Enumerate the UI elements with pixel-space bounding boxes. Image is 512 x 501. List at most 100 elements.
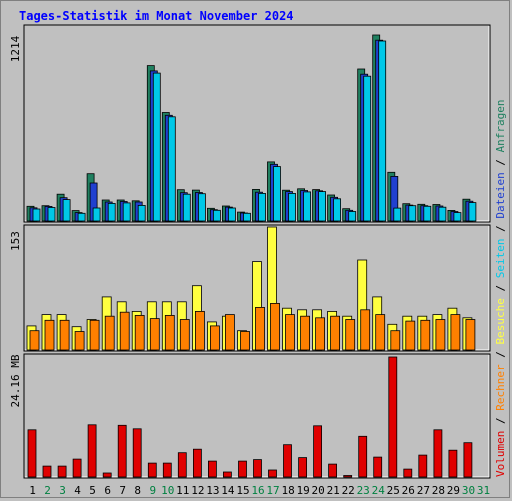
x-tick-day-8: 8	[134, 484, 141, 497]
x-tick-day-23: 23	[357, 484, 370, 497]
bar-rechner-day-4	[74, 331, 85, 351]
bar-seiten-day-4	[77, 212, 86, 222]
bar-seiten-day-29	[453, 212, 462, 222]
legend-item-volumen: Volumen	[494, 431, 507, 477]
legend-separator: /	[494, 278, 507, 298]
panel-middle	[23, 224, 491, 352]
bar-volumen-day-17	[268, 469, 277, 478]
panel-top	[23, 24, 491, 223]
bar-rechner-day-20	[315, 317, 326, 351]
legend-item-anfragen: Anfragen	[494, 99, 507, 152]
bar-rechner-day-24	[375, 314, 386, 351]
bar-seiten-day-5	[92, 207, 101, 222]
bar-seiten-day-27	[423, 205, 432, 222]
bar-volumen-day-25	[388, 356, 398, 478]
bar-volumen-day-16	[253, 459, 262, 478]
x-tick-day-31: 31	[477, 484, 490, 497]
bar-rechner-day-10	[164, 314, 175, 351]
chart-title: Tages-Statistik im Monat November 2024	[19, 9, 294, 23]
x-tick-day-24: 24	[372, 484, 386, 497]
x-tick-day-2: 2	[44, 484, 51, 497]
bar-seiten-day-9	[152, 72, 161, 222]
bar-seiten-day-23	[363, 75, 372, 222]
bar-rechner-day-14	[224, 314, 235, 351]
bar-seiten-day-10	[167, 116, 176, 222]
x-tick-day-17: 17	[266, 484, 279, 497]
bar-seiten-day-6	[107, 202, 116, 222]
bar-volumen-day-1	[27, 429, 37, 478]
x-tick-day-18: 18	[281, 484, 294, 497]
bar-rechner-day-7	[119, 311, 130, 351]
bar-seiten-day-3	[62, 199, 71, 222]
vertical-legend: Volumen / Rechner / Besuche / Seiten / D…	[494, 99, 507, 477]
x-tick-day-22: 22	[342, 484, 355, 497]
x-tick-day-13: 13	[206, 484, 219, 497]
x-tick-day-14: 14	[221, 484, 235, 497]
bar-rechner-day-2	[44, 319, 55, 351]
y-max-label-bottom: 24.16 MB	[9, 354, 22, 407]
bar-seiten-day-26	[408, 205, 417, 222]
bar-volumen-day-20	[313, 425, 323, 478]
x-tick-day-12: 12	[191, 484, 204, 497]
x-tick-day-30: 30	[462, 484, 475, 497]
x-tick-day-4: 4	[74, 484, 81, 497]
bar-seiten-day-2	[47, 207, 56, 222]
bar-seiten-day-15	[243, 212, 251, 222]
x-tick-day-3: 3	[59, 484, 66, 497]
y-max-label-top: 1214	[9, 35, 22, 62]
x-tick-day-26: 26	[402, 484, 415, 497]
bar-rechner-day-1	[29, 330, 40, 351]
bar-volumen-day-21	[328, 463, 338, 478]
bar-rechner-day-8	[134, 314, 145, 351]
bar-seiten-day-7	[122, 202, 131, 222]
bar-rechner-day-26	[405, 320, 416, 351]
bar-seiten-day-12	[197, 193, 206, 222]
bar-volumen-day-18	[283, 444, 292, 478]
bar-rechner-day-3	[59, 319, 70, 351]
bar-rechner-day-25	[390, 330, 401, 351]
bar-seiten-day-24	[378, 40, 387, 222]
bar-volumen-day-13	[207, 460, 217, 478]
bar-volumen-day-2	[42, 465, 52, 478]
x-tick-day-20: 20	[311, 484, 324, 497]
bar-seiten-day-21	[333, 198, 342, 222]
bar-rechner-day-22	[345, 319, 356, 351]
bar-seiten-day-25	[393, 207, 402, 222]
x-tick-day-19: 19	[296, 484, 309, 497]
bar-volumen-day-6	[102, 472, 112, 478]
bar-volumen-day-10	[162, 462, 172, 478]
bar-volumen-day-19	[298, 457, 308, 478]
bar-volumen-day-9	[147, 462, 157, 478]
bar-rechner-day-12	[194, 310, 205, 351]
y-axis-max-labels: 1214 153 24.16 MB	[9, 35, 22, 407]
bar-seiten-day-16	[258, 192, 266, 222]
bar-volumen-day-24	[373, 456, 383, 478]
panel-box	[23, 353, 491, 479]
x-tick-day-15: 15	[236, 484, 249, 497]
x-tick-day-21: 21	[327, 484, 340, 497]
bar-rechner-day-11	[179, 319, 190, 351]
bar-volumen-day-26	[403, 468, 413, 478]
x-tick-day-1: 1	[29, 484, 36, 497]
bar-seiten-day-28	[438, 206, 447, 222]
chart-panels	[23, 24, 491, 479]
bar-volumen-day-4	[72, 458, 82, 478]
bar-rechner-day-9	[149, 318, 160, 351]
bar-volumen-day-23	[358, 435, 368, 478]
bar-seiten-day-17	[273, 166, 281, 222]
bar-volumen-day-8	[132, 428, 142, 478]
bar-rechner-day-17	[270, 302, 280, 351]
bar-volumen-day-12	[192, 448, 202, 478]
legend-text: Volumen / Rechner / Besuche / Seiten / D…	[494, 99, 507, 477]
x-tick-day-27: 27	[417, 484, 430, 497]
bar-volumen-day-5	[87, 424, 97, 478]
x-tick-day-16: 16	[251, 484, 264, 497]
x-tick-day-5: 5	[89, 484, 96, 497]
bar-rechner-day-21	[330, 315, 341, 351]
legend-item-besuche: Besuche	[494, 298, 507, 344]
bar-rechner-day-18	[285, 314, 295, 351]
bar-rechner-day-28	[435, 319, 446, 351]
legend-item-dateien: Dateien	[494, 172, 507, 218]
